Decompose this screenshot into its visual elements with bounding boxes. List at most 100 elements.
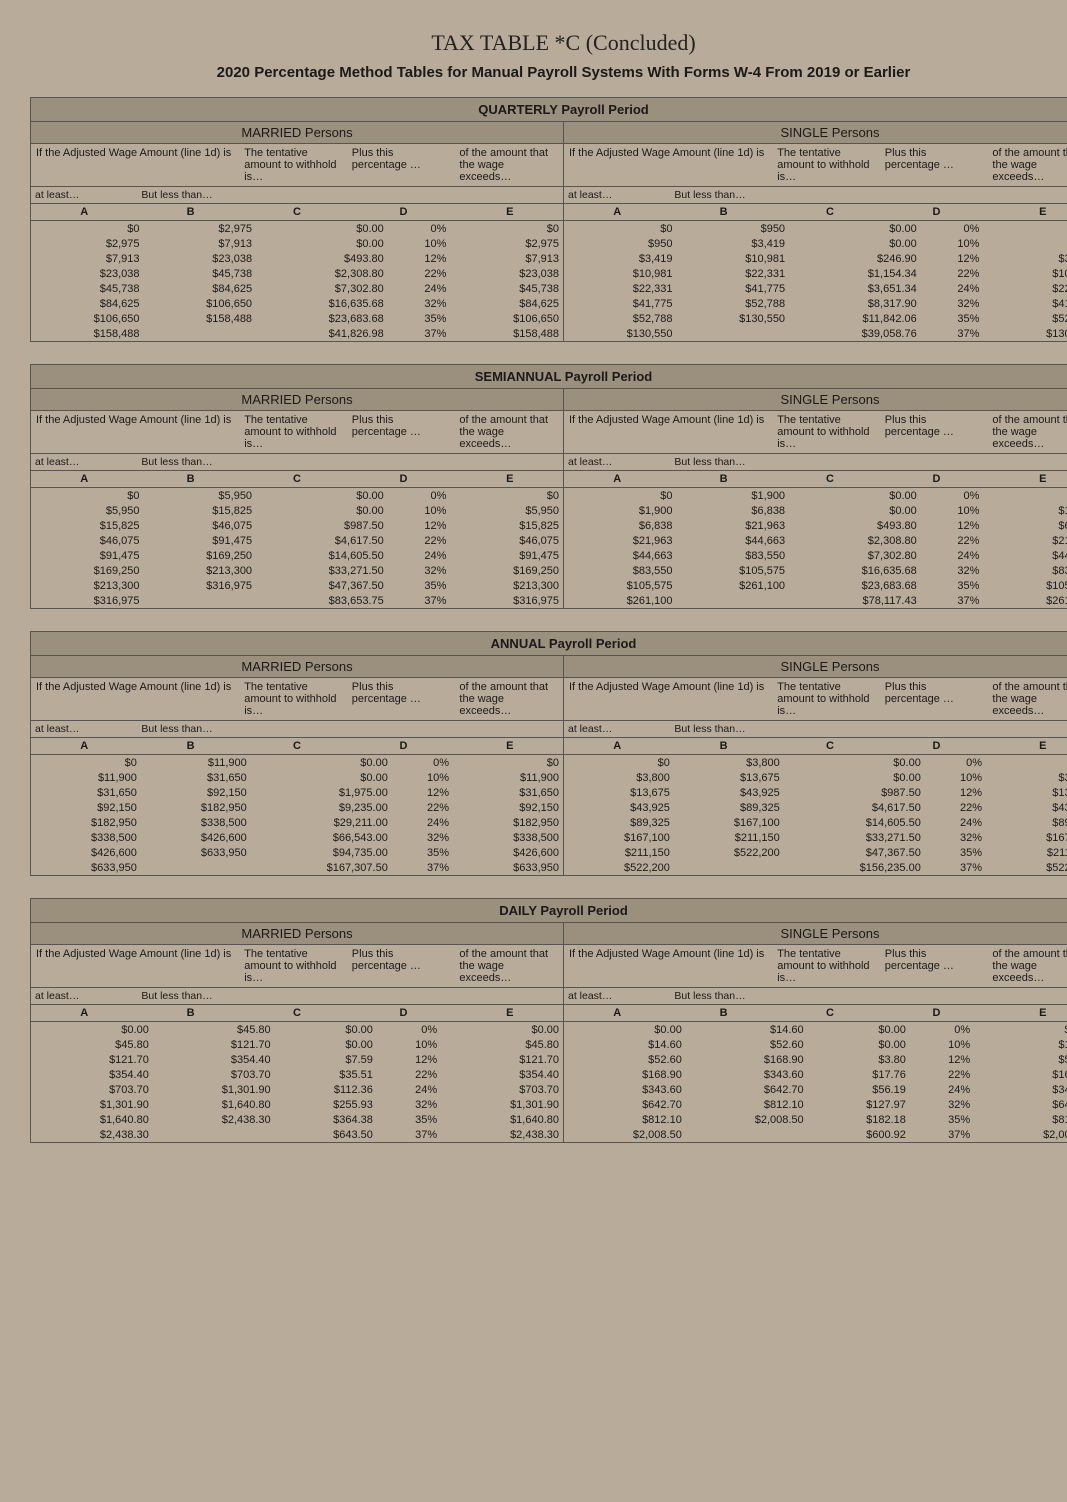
cell: 12% (910, 1052, 974, 1067)
hdr-of: of the amount that the wage exceeds… (455, 411, 563, 453)
cell: $83,550 (677, 548, 790, 563)
cell: 37% (388, 326, 451, 341)
cell: $703.70 (441, 1082, 563, 1097)
cell: $45,738 (144, 266, 257, 281)
cell: $89,325 (564, 815, 674, 830)
cell: 0% (925, 755, 986, 770)
cell: $493.80 (789, 518, 921, 533)
cell: $11,900 (141, 755, 251, 770)
cell: 22% (377, 1067, 441, 1082)
cell: 10% (925, 770, 986, 785)
cell: $2,975 (450, 236, 563, 251)
cell: 35% (388, 578, 451, 593)
cell: 12% (388, 518, 451, 533)
bracket-table: $0$950$0.000%$0$950$3,419$0.0010%$950$3,… (564, 221, 1067, 341)
cell: $121.70 (31, 1052, 153, 1067)
cell: $0.00 (256, 488, 388, 503)
sub-atleast: at least… (564, 454, 670, 470)
hdr-plus: Plus this percentage … (881, 411, 989, 453)
cell (144, 593, 257, 608)
cell: $6,838 (677, 503, 790, 518)
cell: $3,800 (674, 755, 784, 770)
cell: $7,913 (144, 236, 257, 251)
col-letter: A (564, 204, 670, 220)
cell: $23,038 (144, 251, 257, 266)
cell: $16,635.68 (789, 563, 921, 578)
cell: $1,301.90 (441, 1097, 563, 1112)
cell: 24% (377, 1082, 441, 1097)
cell: 22% (388, 533, 451, 548)
cell: 37% (910, 1127, 974, 1142)
cell: 22% (921, 533, 984, 548)
cell: $2,438.30 (153, 1112, 275, 1127)
cell (677, 593, 790, 608)
cell: $31,650 (141, 770, 251, 785)
filing-status: SINGLE Persons (564, 122, 1067, 144)
cell: $0.00 (789, 503, 921, 518)
cell: $15,825 (31, 518, 144, 533)
cell: $47,367.50 (784, 845, 925, 860)
cell: 0% (921, 488, 984, 503)
bracket-table: $0$1,900$0.000%$0$1,900$6,838$0.0010%$1,… (564, 488, 1067, 608)
cell: $10,981 (564, 266, 677, 281)
filing-status: MARRIED Persons (31, 656, 563, 678)
cell: $52,788 (677, 296, 790, 311)
cell: $94,735.00 (251, 845, 392, 860)
cell: $2,308.80 (256, 266, 388, 281)
cell: $364.38 (275, 1112, 377, 1127)
filing-half: MARRIED PersonsIf the Adjusted Wage Amou… (31, 122, 563, 341)
cell: $493.80 (256, 251, 388, 266)
cell: $0 (31, 755, 141, 770)
cell: $5,950 (31, 503, 144, 518)
cell: $13,675 (986, 785, 1067, 800)
hdr-wage: If the Adjusted Wage Amount (line 1d) is (31, 678, 240, 720)
cell: $3,651.34 (789, 281, 921, 296)
hdr-wage: If the Adjusted Wage Amount (line 1d) is (564, 144, 773, 186)
cell: $45.80 (31, 1037, 153, 1052)
col-letter: C (777, 1005, 883, 1021)
cell: $169,250 (450, 563, 563, 578)
cell: $92,150 (31, 800, 141, 815)
cell: 12% (921, 518, 984, 533)
cell: $0.00 (789, 236, 921, 251)
cell: 10% (377, 1037, 441, 1052)
cell: $168.90 (564, 1067, 686, 1082)
cell: 24% (925, 815, 986, 830)
cell: $0 (450, 488, 563, 503)
page-subtitle: 2020 Percentage Method Tables for Manual… (30, 64, 1067, 81)
cell: 22% (392, 800, 453, 815)
cell: $14.60 (564, 1037, 686, 1052)
cell: $35.51 (275, 1067, 377, 1082)
col-letter: E (990, 204, 1067, 220)
cell: $4,617.50 (256, 533, 388, 548)
hdr-plus: Plus this percentage … (348, 945, 456, 987)
bracket-table: $0.00$45.80$0.000%$0.00$45.80$121.70$0.0… (31, 1022, 563, 1142)
cell: $0.00 (256, 236, 388, 251)
cell: $2,975 (31, 236, 144, 251)
hdr-plus: Plus this percentage … (881, 945, 989, 987)
col-letter: A (31, 1005, 137, 1021)
col-letter: E (457, 1005, 563, 1021)
cell: $426,600 (453, 845, 563, 860)
cell: $46,075 (450, 533, 563, 548)
cell: $21,963 (677, 518, 790, 533)
cell: $2,008.50 (974, 1127, 1067, 1142)
cell: $261,100 (677, 578, 790, 593)
sub-butless: But less than… (137, 721, 243, 737)
hdr-of: of the amount that the wage exceeds… (988, 678, 1067, 720)
cell: $83,550 (564, 563, 677, 578)
filing-status: SINGLE Persons (564, 389, 1067, 411)
cell: $261,100 (983, 593, 1067, 608)
tax-table-page: TAX TABLE *C (Concluded) 2020 Percentage… (0, 0, 1067, 1185)
cell: $10,981 (983, 266, 1067, 281)
cell: $10,981 (677, 251, 790, 266)
hdr-wage: If the Adjusted Wage Amount (line 1d) is (31, 411, 240, 453)
cell: $22,331 (983, 281, 1067, 296)
cell: 12% (392, 785, 453, 800)
cell: $0.00 (251, 770, 392, 785)
sub-atleast: at least… (31, 721, 137, 737)
cell: $522,200 (564, 860, 674, 875)
cell: 10% (921, 236, 984, 251)
cell: $106,650 (450, 311, 563, 326)
filing-half: SINGLE PersonsIf the Adjusted Wage Amoun… (563, 122, 1067, 341)
